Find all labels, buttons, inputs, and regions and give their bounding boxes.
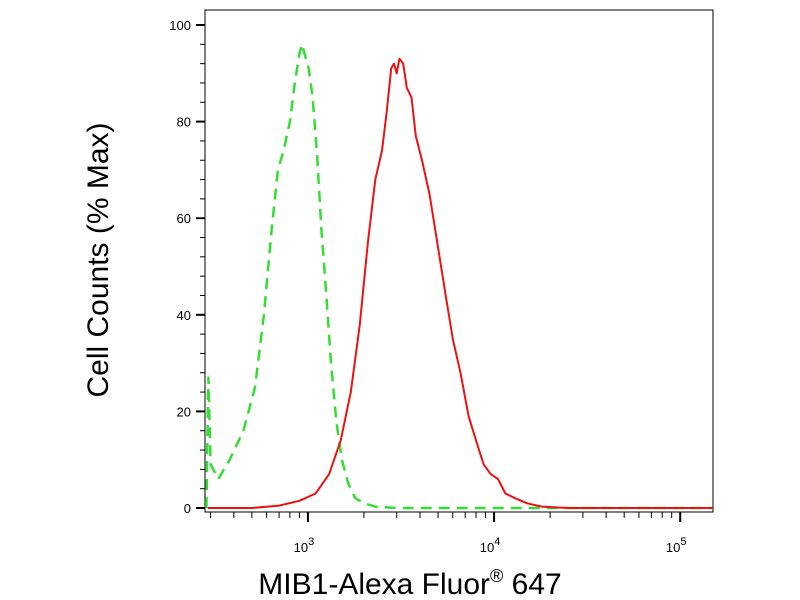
plot-frame xyxy=(204,9,714,513)
series-line-1 xyxy=(207,57,713,509)
y-tick-label: 0 xyxy=(184,501,191,516)
y-tick-label: 40 xyxy=(177,308,191,323)
x-tick-label-base: 10 xyxy=(294,540,308,555)
x-axis-title-superscript: ® xyxy=(490,566,503,586)
y-tick-label: 80 xyxy=(177,115,191,130)
x-axis-title: MIB1-Alexa Fluor® 647 xyxy=(258,566,561,600)
x-tick-label-exponent: 3 xyxy=(308,536,314,548)
x-tick-label: 103 xyxy=(294,536,315,555)
x-tick-label-base: 10 xyxy=(480,540,494,555)
x-tick-label: 104 xyxy=(480,536,501,555)
x-tick-label-base: 10 xyxy=(666,540,680,555)
y-tick-label: 20 xyxy=(177,404,191,419)
x-axis-title-main: MIB1-Alexa Fluor xyxy=(258,568,490,600)
y-axis-title: Cell Counts (% Max) xyxy=(82,122,115,397)
y-tick-label: 60 xyxy=(177,211,191,226)
x-tick-label-exponent: 4 xyxy=(494,536,500,548)
y-axis: 0 20 40 60 80 100 xyxy=(169,18,205,516)
series-lines xyxy=(205,43,713,510)
x-tick-label-exponent: 5 xyxy=(680,536,686,548)
series-line-0 xyxy=(205,43,713,510)
x-axis-title-suffix: 647 xyxy=(503,568,561,600)
y-tick-label: 100 xyxy=(169,18,191,33)
x-tick-label: 105 xyxy=(666,536,687,555)
x-axis: 103 104 105 xyxy=(210,512,687,555)
